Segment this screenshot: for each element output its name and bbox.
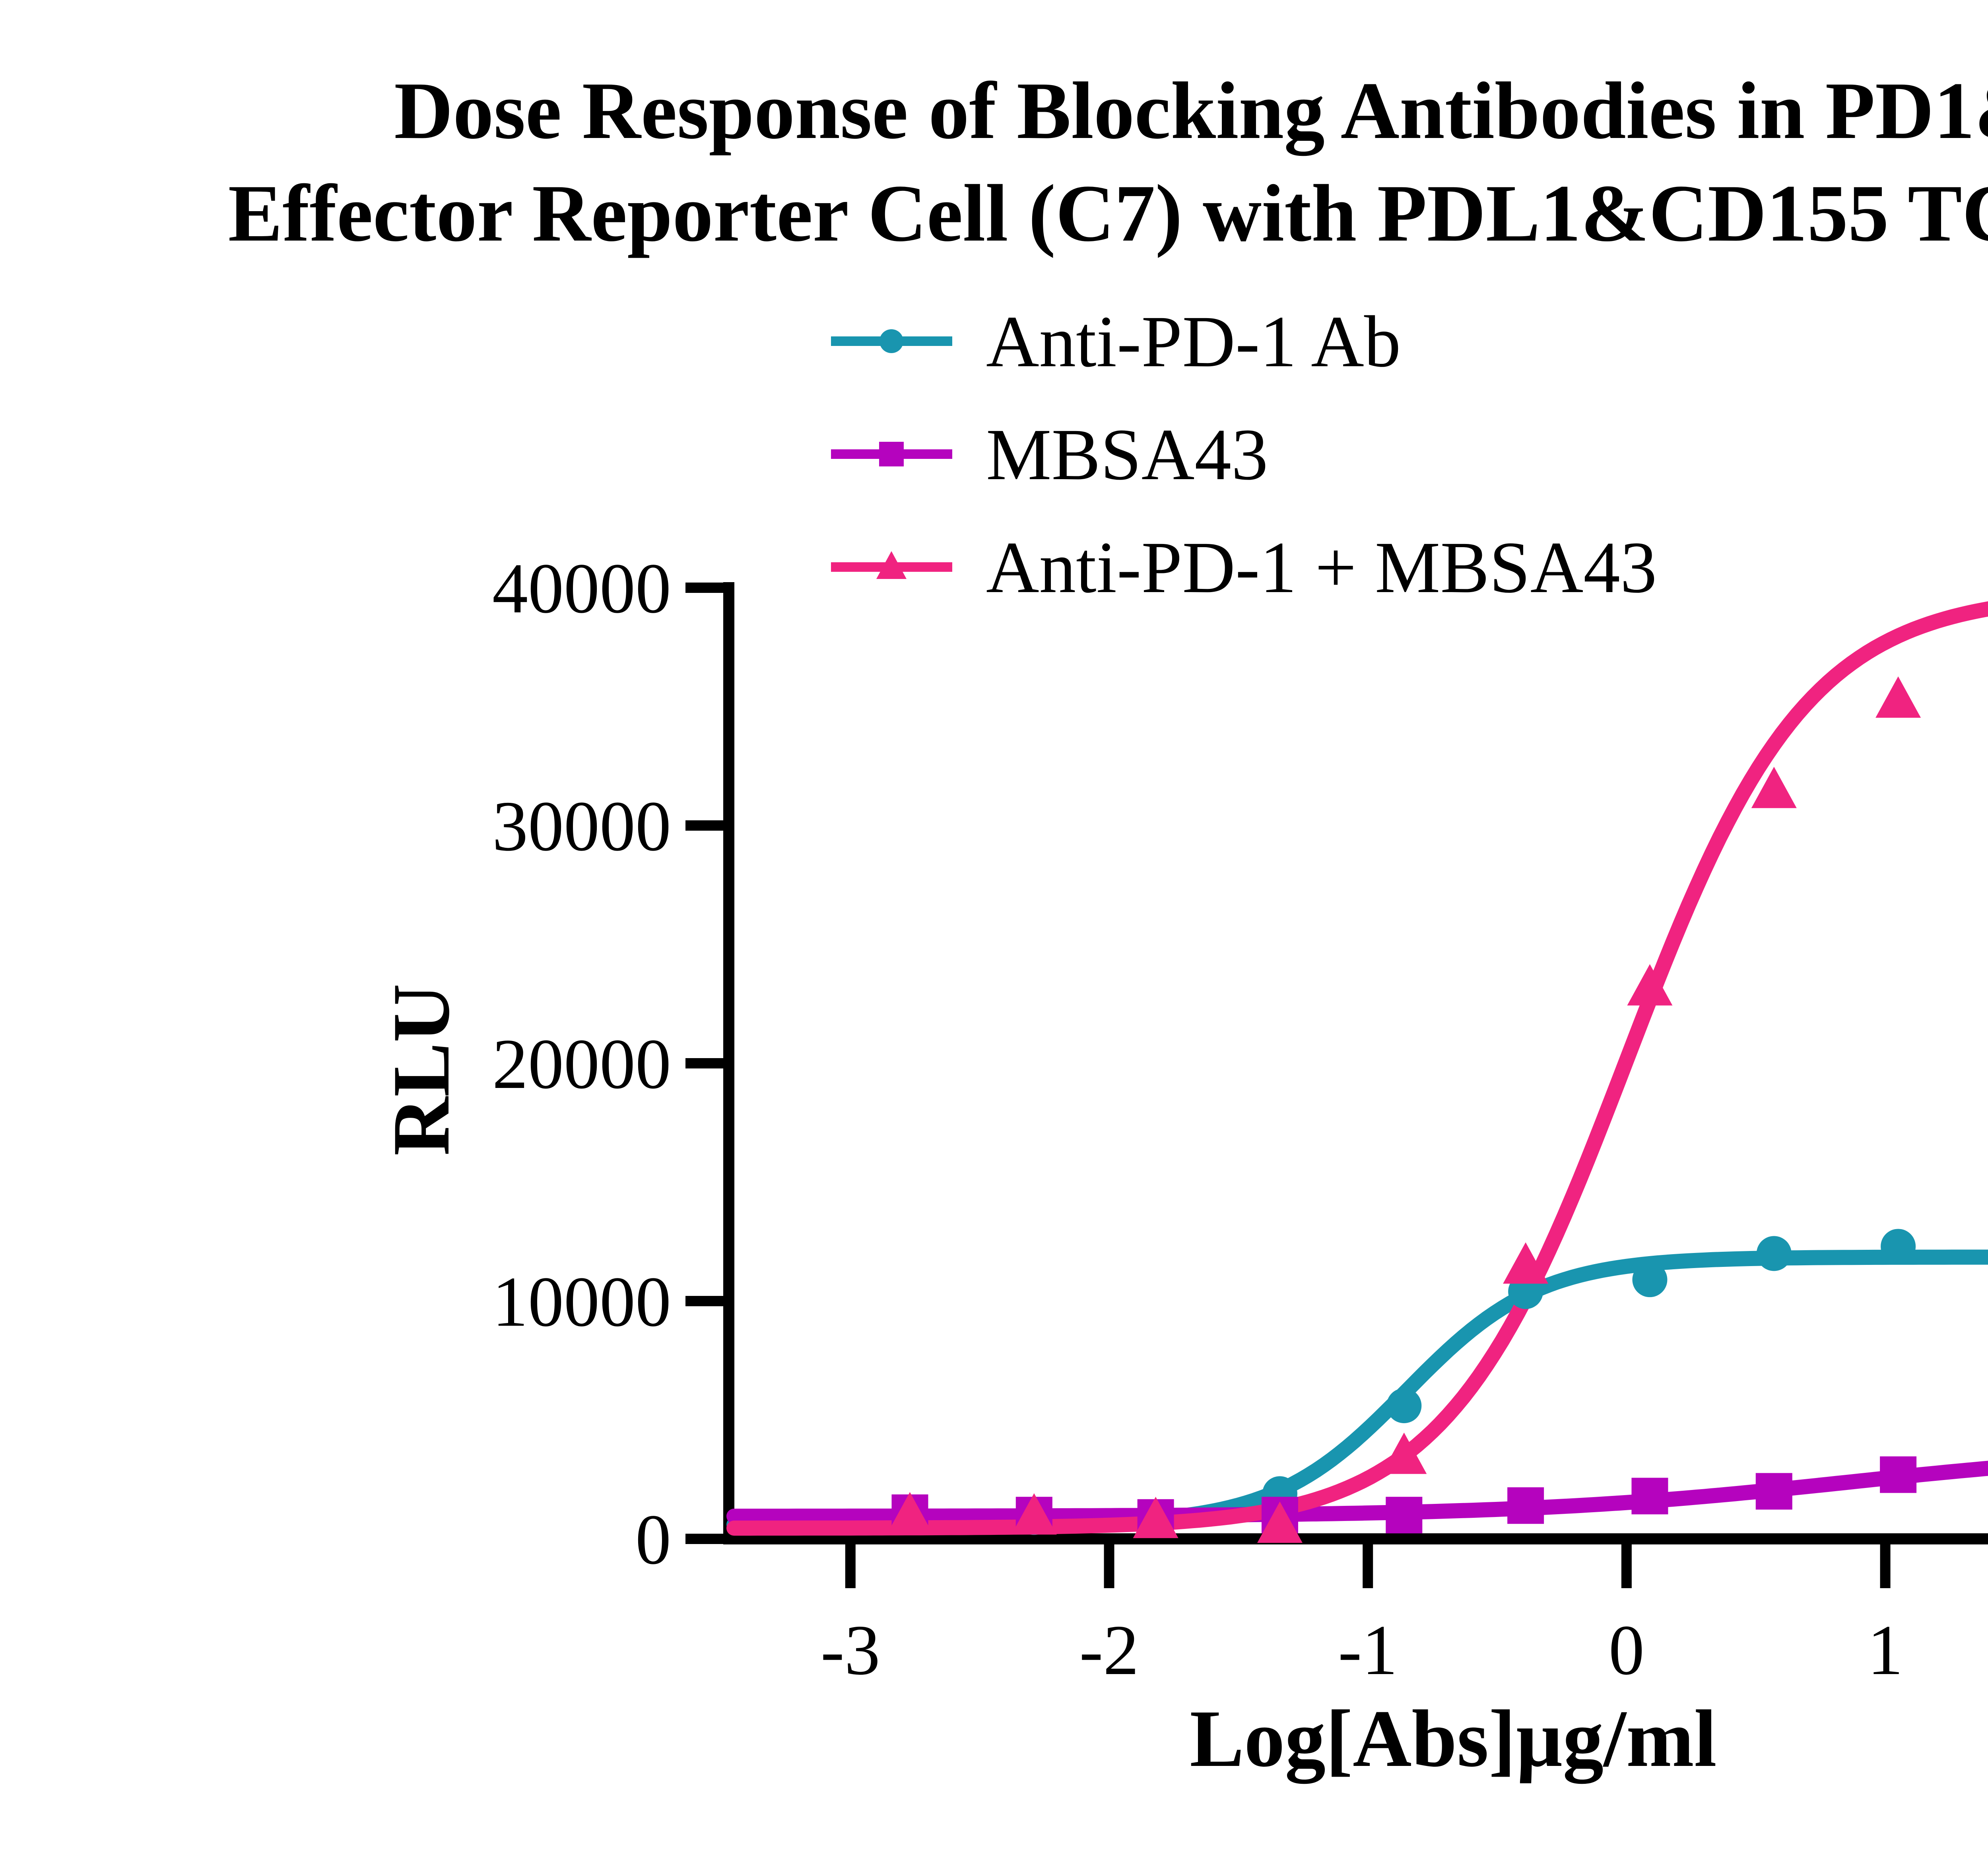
- x-tick-label: -2: [1079, 1610, 1139, 1690]
- data-point-marker-triangle: [1875, 676, 1921, 718]
- data-point-marker-triangle: [887, 1492, 933, 1534]
- data-point-marker-circle: [1632, 1262, 1668, 1297]
- x-tick-label: 1: [1868, 1610, 1903, 1690]
- legend-label: MBSA43: [986, 414, 1268, 495]
- legend-label: Anti-PD-1 Ab: [986, 301, 1401, 383]
- data-point-marker-square: [1507, 1487, 1544, 1524]
- legend-marker-square-icon: [879, 442, 904, 466]
- y-tick-label: 0: [635, 1500, 671, 1579]
- x-axis-title: Log[Abs]µg/ml: [1190, 1694, 1717, 1784]
- data-point-marker-circle: [1881, 1229, 1916, 1264]
- series-curve-anti-pd-1-mbsa43: [726, 601, 1988, 1536]
- x-tick-label: 0: [1609, 1610, 1644, 1690]
- chart-title: Dose Response of Blocking Antibodies in …: [0, 60, 1988, 265]
- chart-title-line2: Effector Reporter Cell (C7) with PDL1&CD…: [228, 168, 1988, 259]
- y-tick-label: 40000: [492, 549, 671, 628]
- data-point-marker-square: [1386, 1497, 1423, 1534]
- data-point-marker-square: [1755, 1473, 1792, 1510]
- legend-marker-triangle-icon: [876, 551, 907, 579]
- x-tick-label: -1: [1338, 1610, 1398, 1690]
- data-point-marker-triangle: [1011, 1493, 1057, 1535]
- y-tick-label: 30000: [492, 787, 671, 866]
- data-point-marker-triangle: [1627, 964, 1673, 1006]
- legend-label: Anti-PD-1 + MBSA43: [986, 527, 1657, 608]
- y-tick-label: 20000: [492, 1024, 671, 1103]
- data-point-marker-triangle: [1503, 1242, 1549, 1284]
- y-tick-label: 10000: [492, 1262, 671, 1341]
- chart-title-line1: Dose Response of Blocking Antibodies in …: [394, 66, 1988, 156]
- series-curve-mbsa43: [726, 1461, 1988, 1524]
- data-point-marker-triangle: [1751, 767, 1797, 808]
- data-point-marker-circle: [1756, 1236, 1792, 1271]
- data-point-marker-square: [1631, 1478, 1668, 1515]
- data-point-marker-circle: [1386, 1388, 1422, 1424]
- x-tick-label: -3: [821, 1610, 880, 1690]
- data-point-marker-triangle: [1381, 1432, 1427, 1474]
- data-point-marker-triangle: [1133, 1497, 1178, 1538]
- legend-marker-circle-icon: [879, 329, 903, 353]
- data-point-marker-triangle: [1257, 1501, 1303, 1543]
- data-point-marker-square: [1880, 1456, 1917, 1493]
